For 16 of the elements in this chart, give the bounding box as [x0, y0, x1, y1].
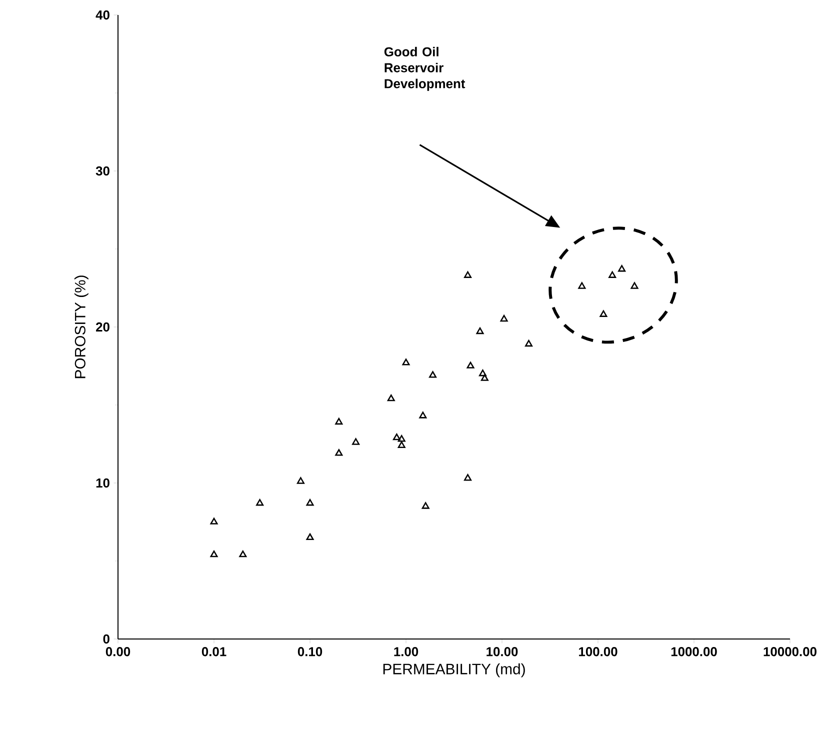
y-tick-label: 40 — [96, 10, 110, 20]
x-tick-label: 0.10 — [298, 647, 322, 656]
annotation: Good Oil Reservoir Development — [384, 46, 466, 91]
y-tick-label: 0 — [103, 634, 110, 644]
x-tick-label: 0.00 — [106, 647, 130, 656]
x-tick-label: 10000.00 — [764, 647, 816, 656]
y-axis-title: POROSITY (%) — [74, 276, 88, 378]
x-tick-label: 100.00 — [579, 647, 618, 656]
x-tick-label: 10.00 — [486, 647, 518, 656]
y-tick-label: 20 — [96, 322, 110, 332]
y-tick-label: 10 — [96, 478, 110, 488]
y-tick-label: 30 — [96, 166, 110, 176]
x-axis-title: PERMEABILITY (md) — [383, 663, 525, 678]
x-tick-label: 1.00 — [394, 647, 418, 656]
x-tick-label: 1000.00 — [671, 647, 717, 656]
x-tick-label: 0.01 — [202, 647, 226, 656]
